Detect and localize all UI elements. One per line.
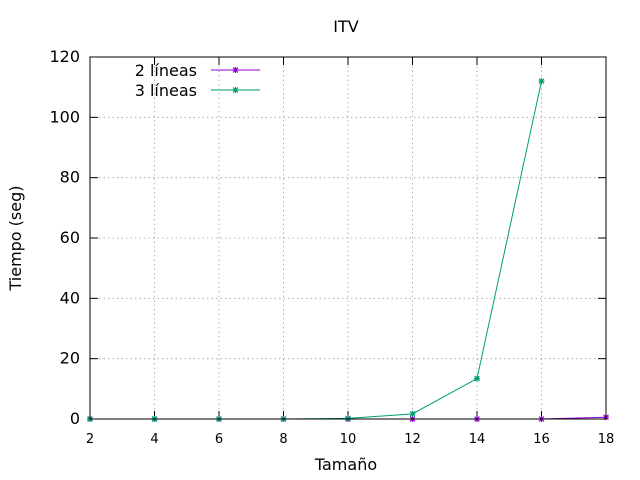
y-tick-label: 40 (60, 288, 80, 307)
legend-label: 2 líneas (135, 61, 197, 80)
x-tick-label: 6 (215, 432, 223, 447)
x-tick-label: 8 (279, 432, 287, 447)
x-axis-label: Tamaño (314, 455, 377, 474)
data-point (345, 415, 351, 422)
plot-frame (89, 56, 607, 420)
y-axis-label: Tiempo (seg) (6, 185, 25, 291)
chart-title: ITV (333, 17, 358, 36)
grid (90, 57, 606, 419)
y-tick-label: 60 (60, 228, 80, 247)
x-tick-label: 10 (340, 432, 357, 447)
legend-entry-1: 2 líneas (135, 61, 260, 80)
legend-marker (232, 67, 239, 73)
x-tick-label: 12 (404, 432, 421, 447)
y-tick-label: 100 (49, 107, 80, 126)
data-point (538, 78, 545, 85)
y-tick-label: 120 (49, 47, 80, 66)
x-tick-label: 14 (469, 432, 486, 447)
y-tick-label: 0 (70, 409, 80, 428)
x-tick-label: 18 (598, 432, 615, 447)
y-tick-label: 20 (60, 349, 80, 368)
x-tick-label: 16 (533, 432, 550, 447)
y-tick-label: 80 (60, 168, 80, 187)
legend-marker (232, 87, 239, 93)
legend-label: 3 líneas (135, 81, 197, 100)
axis-ticks: 0 20 40 60 80 100 120 2 4 6 8 10 12 14 16 18 (49, 47, 614, 447)
data-point (474, 375, 480, 382)
series-line (90, 81, 542, 420)
x-tick-label: 2 (86, 432, 94, 447)
series-2 (87, 78, 545, 422)
x-tick-label: 4 (150, 432, 158, 447)
data-point (409, 410, 416, 417)
legend-entry-2: 3 líneas (135, 81, 260, 100)
